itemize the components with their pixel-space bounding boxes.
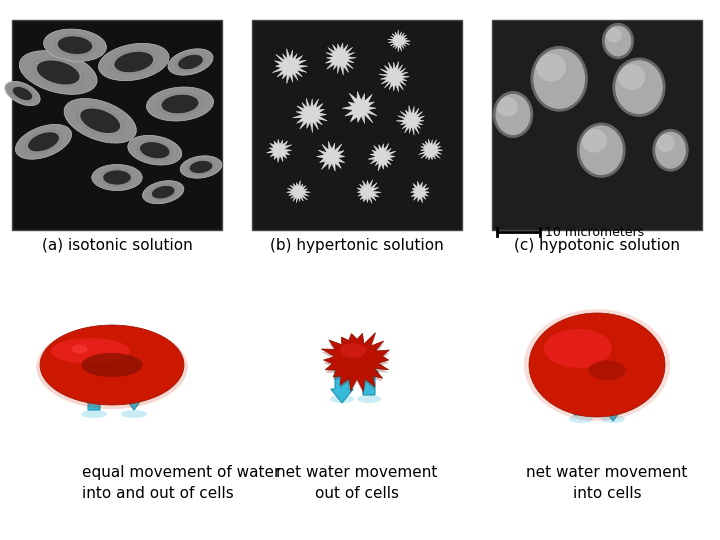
Polygon shape — [379, 62, 410, 92]
Polygon shape — [287, 180, 310, 203]
Ellipse shape — [178, 55, 203, 69]
Polygon shape — [321, 336, 390, 394]
Ellipse shape — [99, 43, 169, 80]
Ellipse shape — [656, 134, 675, 152]
Ellipse shape — [357, 395, 381, 403]
Ellipse shape — [40, 325, 184, 405]
Polygon shape — [317, 141, 345, 171]
Ellipse shape — [5, 82, 40, 106]
Ellipse shape — [603, 24, 633, 58]
Ellipse shape — [330, 395, 354, 403]
Polygon shape — [266, 139, 292, 163]
Polygon shape — [570, 375, 593, 415]
Polygon shape — [293, 98, 328, 133]
Ellipse shape — [81, 109, 120, 133]
Ellipse shape — [114, 52, 153, 72]
Ellipse shape — [606, 28, 621, 43]
Ellipse shape — [569, 415, 593, 423]
Ellipse shape — [146, 87, 214, 121]
Ellipse shape — [588, 360, 626, 380]
Polygon shape — [330, 363, 354, 403]
Ellipse shape — [524, 309, 670, 421]
Ellipse shape — [72, 345, 88, 353]
Ellipse shape — [544, 329, 612, 368]
Ellipse shape — [103, 170, 131, 185]
Polygon shape — [84, 375, 104, 410]
Polygon shape — [396, 105, 425, 136]
Ellipse shape — [92, 165, 142, 191]
Ellipse shape — [189, 161, 212, 173]
Bar — [12, 20, 222, 230]
Polygon shape — [125, 375, 143, 410]
Text: net water movement
into cells: net water movement into cells — [526, 465, 688, 501]
Ellipse shape — [497, 97, 518, 117]
Ellipse shape — [13, 87, 32, 100]
Ellipse shape — [121, 410, 147, 418]
Ellipse shape — [19, 51, 97, 94]
Ellipse shape — [51, 338, 130, 364]
Polygon shape — [410, 181, 429, 203]
Polygon shape — [325, 43, 356, 75]
Text: net water movement
out of cells: net water movement out of cells — [276, 465, 438, 501]
Text: (c) hypotonic solution: (c) hypotonic solution — [514, 238, 680, 253]
Bar — [252, 20, 462, 230]
Ellipse shape — [618, 64, 645, 90]
Ellipse shape — [340, 343, 366, 357]
Text: equal movement of water
into and out of cells: equal movement of water into and out of … — [82, 465, 280, 501]
Ellipse shape — [58, 36, 92, 54]
Ellipse shape — [44, 29, 107, 62]
Ellipse shape — [494, 92, 532, 137]
Ellipse shape — [37, 325, 188, 409]
Ellipse shape — [28, 132, 59, 151]
Polygon shape — [272, 49, 307, 84]
Ellipse shape — [128, 136, 181, 165]
Ellipse shape — [152, 186, 174, 199]
Ellipse shape — [654, 130, 688, 170]
Polygon shape — [321, 333, 390, 392]
Ellipse shape — [37, 60, 80, 85]
Ellipse shape — [143, 181, 184, 204]
Polygon shape — [342, 91, 377, 124]
Ellipse shape — [15, 124, 71, 159]
Ellipse shape — [613, 59, 665, 116]
Ellipse shape — [180, 156, 222, 178]
Bar — [492, 20, 702, 230]
Ellipse shape — [168, 49, 213, 75]
Ellipse shape — [81, 410, 107, 418]
Ellipse shape — [161, 94, 199, 113]
Polygon shape — [418, 139, 443, 160]
Polygon shape — [368, 143, 396, 171]
Ellipse shape — [140, 142, 170, 158]
Ellipse shape — [601, 415, 625, 423]
Ellipse shape — [81, 353, 143, 377]
Ellipse shape — [532, 48, 587, 110]
Ellipse shape — [578, 124, 624, 177]
Ellipse shape — [64, 98, 136, 143]
Ellipse shape — [529, 313, 665, 417]
Polygon shape — [359, 361, 379, 395]
Text: 10 micrometers: 10 micrometers — [545, 226, 644, 239]
Text: (b) hypertonic solution: (b) hypertonic solution — [270, 238, 444, 253]
Ellipse shape — [582, 129, 607, 153]
Polygon shape — [604, 389, 622, 421]
Polygon shape — [357, 180, 381, 203]
Text: (a) isotonic solution: (a) isotonic solution — [42, 238, 192, 253]
Ellipse shape — [536, 53, 566, 82]
Polygon shape — [387, 30, 410, 52]
